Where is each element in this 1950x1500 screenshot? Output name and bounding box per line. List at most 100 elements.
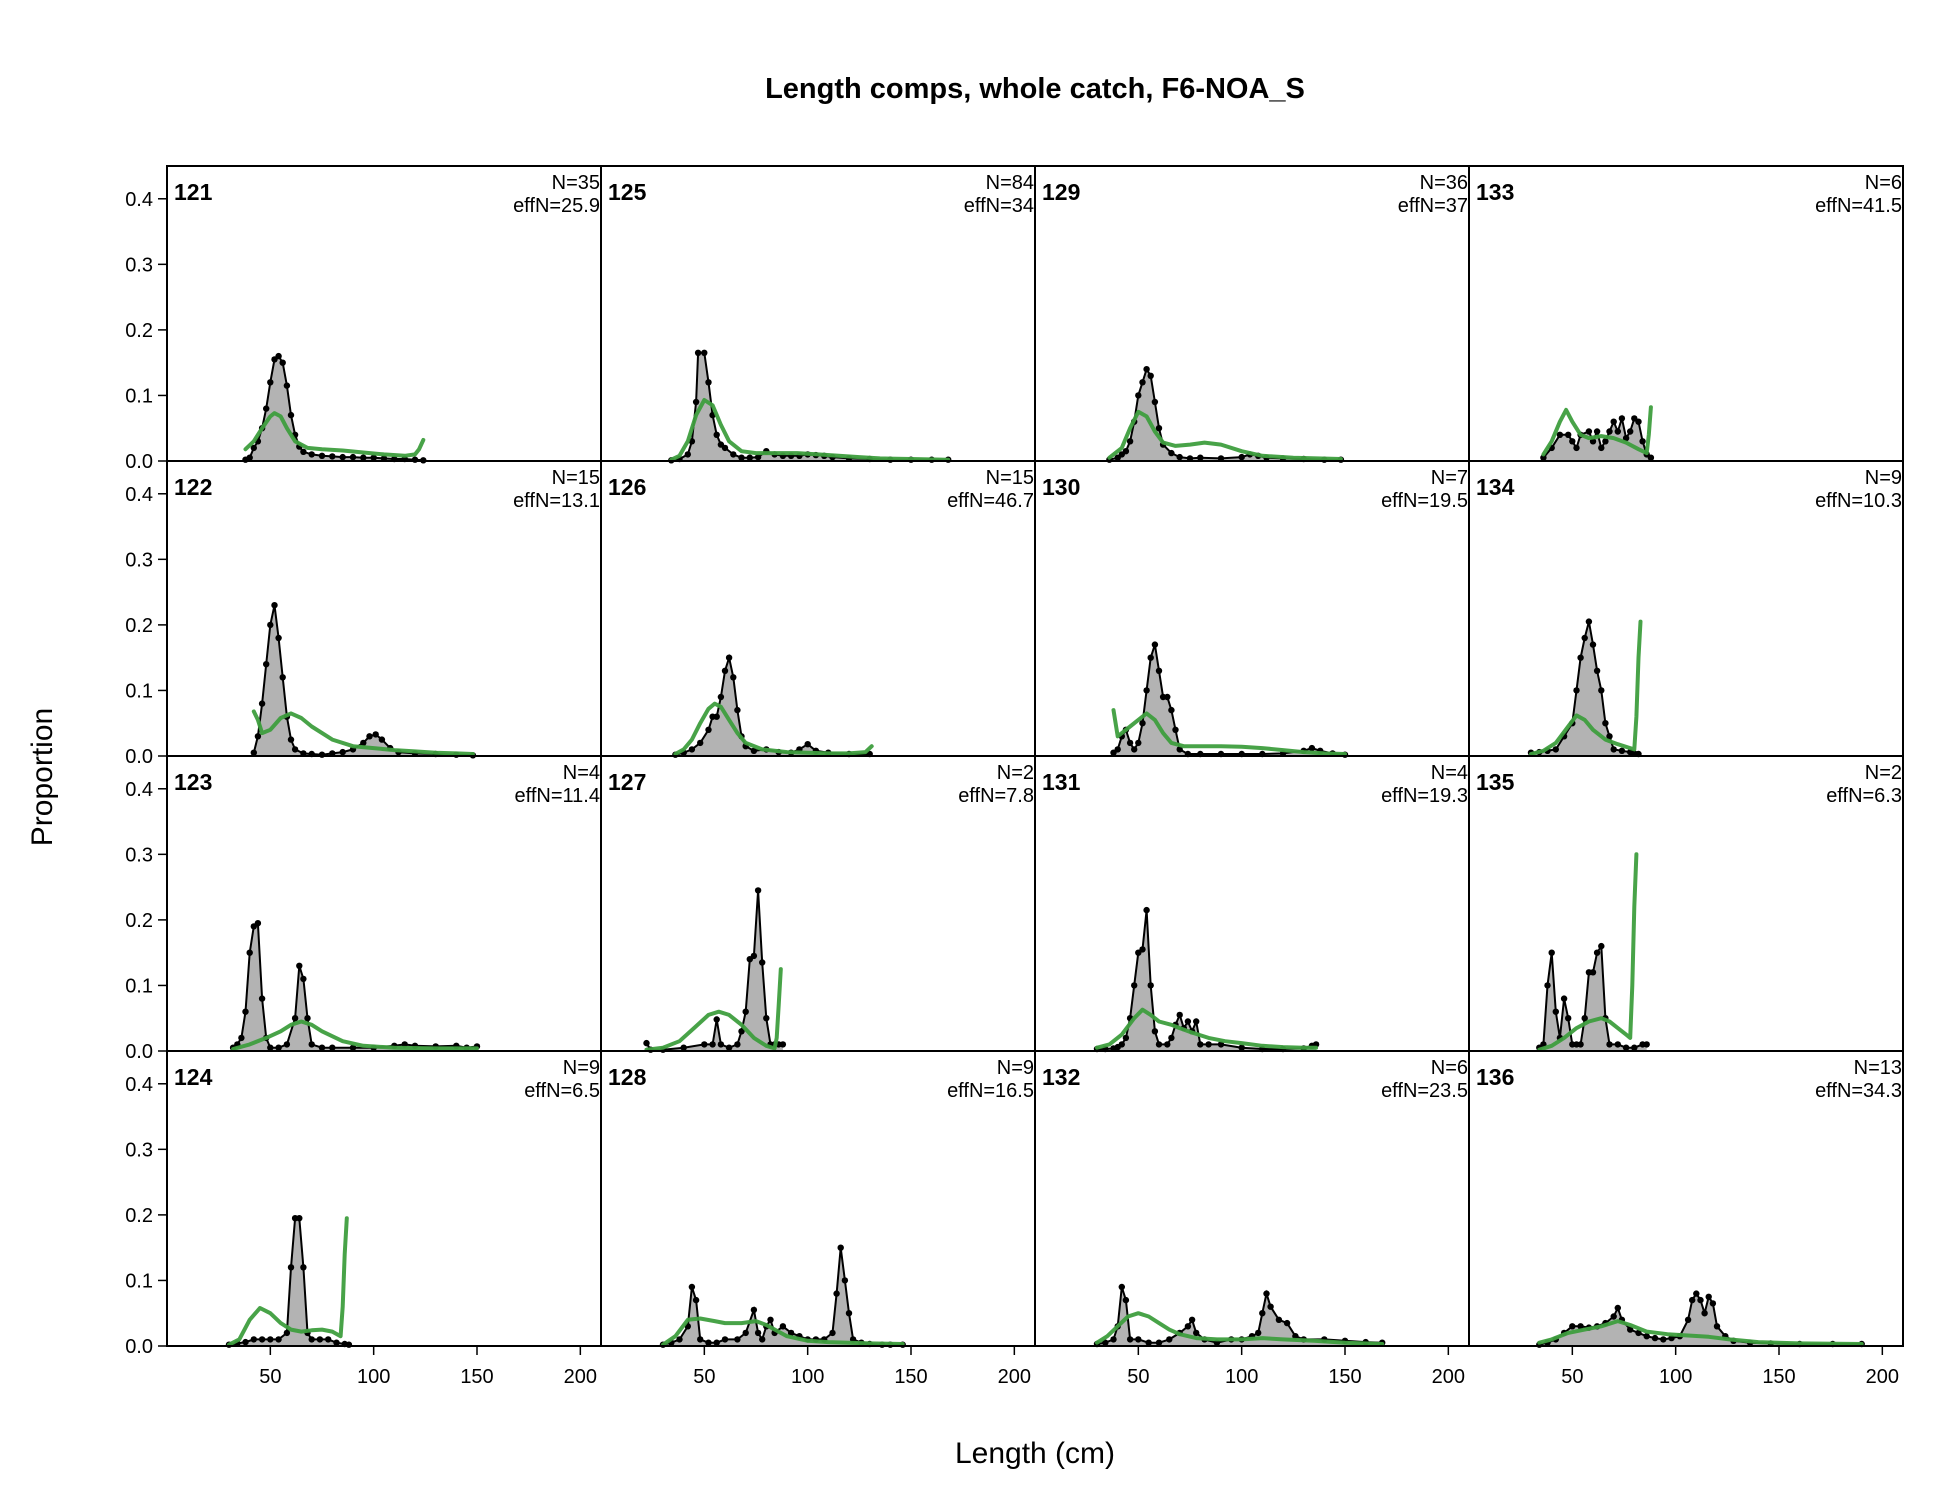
observed-point <box>1184 1018 1192 1025</box>
observed-point <box>360 454 367 461</box>
observed-point <box>684 451 691 458</box>
y-tick-label: 0.1 <box>125 975 153 997</box>
observed-point <box>370 454 377 461</box>
y-tick-label: 0.1 <box>125 680 153 702</box>
x-tick-label: 150 <box>1762 1366 1795 1388</box>
observed-point <box>713 1016 720 1023</box>
panel-effn: effN=16.5 <box>947 1080 1034 1102</box>
y-tick-label: 0.1 <box>125 385 153 407</box>
observed-point <box>705 1339 712 1346</box>
observed-point <box>296 1215 303 1222</box>
observed-point <box>1610 746 1617 753</box>
panel-n: N=84 <box>986 172 1034 194</box>
panel-effn: effN=6.5 <box>524 1080 600 1102</box>
observed-point <box>1176 746 1183 753</box>
observed-point <box>713 431 720 438</box>
panel-effn: effN=25.9 <box>513 195 600 217</box>
observed-point <box>1197 1041 1204 1048</box>
observed-point <box>1110 1336 1117 1343</box>
observed-point <box>372 731 379 738</box>
observed-point <box>1593 667 1601 674</box>
observed-point <box>366 733 373 740</box>
observed-point <box>734 706 741 714</box>
panel-label: 125 <box>608 179 647 205</box>
observed-point <box>267 379 274 386</box>
observed-point <box>1709 1300 1717 1307</box>
observed-area <box>229 1218 349 1346</box>
observed-point <box>1581 1015 1588 1022</box>
expected-line <box>251 709 475 756</box>
observed-point <box>1622 1044 1630 1051</box>
observed-point <box>1610 1313 1617 1320</box>
observed-point <box>1577 654 1584 661</box>
observed-area <box>646 890 783 1051</box>
observed-point <box>1606 1041 1613 1048</box>
observed-point <box>759 1336 766 1343</box>
observed-point <box>1151 398 1159 406</box>
observed-point <box>308 451 315 458</box>
observed-point <box>267 1336 274 1343</box>
expected-line <box>661 1316 905 1347</box>
chart-title: Length comps, whole catch, F6-NOA_S <box>765 73 1305 105</box>
observed-point <box>709 1041 716 1048</box>
panel-n: N=15 <box>986 467 1034 489</box>
observed-point <box>754 453 762 461</box>
expected-line <box>231 1019 479 1051</box>
expected-line <box>1537 852 1639 1052</box>
panel-effn: effN=34 <box>964 195 1034 217</box>
observed-point <box>1651 1334 1659 1342</box>
observed-point <box>1151 1028 1159 1035</box>
observed-point <box>1139 720 1146 727</box>
observed-point <box>738 454 745 461</box>
observed-point <box>1131 982 1138 989</box>
observed-point <box>1164 693 1171 701</box>
panel-label: 134 <box>1476 474 1515 500</box>
observed-point <box>676 1336 683 1343</box>
observed-point <box>1118 1283 1126 1291</box>
observed-point <box>279 674 286 681</box>
panel-n: N=6 <box>1431 1057 1468 1079</box>
observed-point <box>1147 982 1154 989</box>
observed-point <box>1577 1323 1584 1330</box>
observed-point <box>1217 1041 1225 1048</box>
y-tick-label: 0.3 <box>125 1139 153 1161</box>
observed-point <box>1614 1304 1622 1312</box>
observed-point <box>1585 428 1593 435</box>
x-tick-label: 200 <box>564 1366 597 1388</box>
y-axis-title: Proportion <box>26 708 59 846</box>
observed-point <box>829 1329 836 1337</box>
observed-point <box>742 1008 749 1015</box>
observed-point <box>275 1044 282 1051</box>
panel-effn: effN=34.3 <box>1815 1080 1902 1102</box>
panel-label: 135 <box>1476 769 1515 795</box>
panel-n: N=9 <box>997 1057 1034 1079</box>
observed-point <box>318 452 326 459</box>
observed-point <box>1585 618 1593 625</box>
observed-point <box>1267 1303 1274 1310</box>
observed-point <box>360 739 367 747</box>
observed-point <box>242 1338 249 1346</box>
x-axis-title: Length (cm) <box>955 1437 1115 1470</box>
expected-line <box>1541 405 1653 457</box>
panel-n: N=13 <box>1854 1057 1902 1079</box>
panel-label: 129 <box>1042 179 1080 205</box>
observed-point <box>763 1015 770 1022</box>
x-tick-label: 100 <box>1659 1366 1692 1388</box>
y-tick-label: 0.3 <box>125 844 153 866</box>
observed-point <box>1193 1329 1200 1337</box>
x-tick-label: 200 <box>1432 1366 1465 1388</box>
observed-area <box>1539 946 1647 1051</box>
observed-point <box>742 1329 749 1337</box>
panel-label: 123 <box>174 769 212 795</box>
x-tick-label: 50 <box>259 1366 281 1388</box>
observed-area <box>1097 910 1317 1051</box>
expected-line <box>1111 708 1347 756</box>
panel-label: 126 <box>608 474 646 500</box>
observed-point <box>1205 1041 1212 1048</box>
observed-point <box>833 1290 840 1297</box>
